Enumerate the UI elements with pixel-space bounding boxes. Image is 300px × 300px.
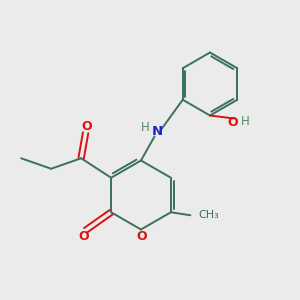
Text: N: N [152, 125, 163, 139]
Text: O: O [136, 230, 147, 244]
Text: H: H [140, 121, 149, 134]
Text: H: H [241, 115, 250, 128]
Text: CH₃: CH₃ [199, 210, 220, 220]
Text: O: O [227, 116, 238, 129]
Text: O: O [82, 120, 92, 133]
Text: O: O [79, 230, 89, 243]
